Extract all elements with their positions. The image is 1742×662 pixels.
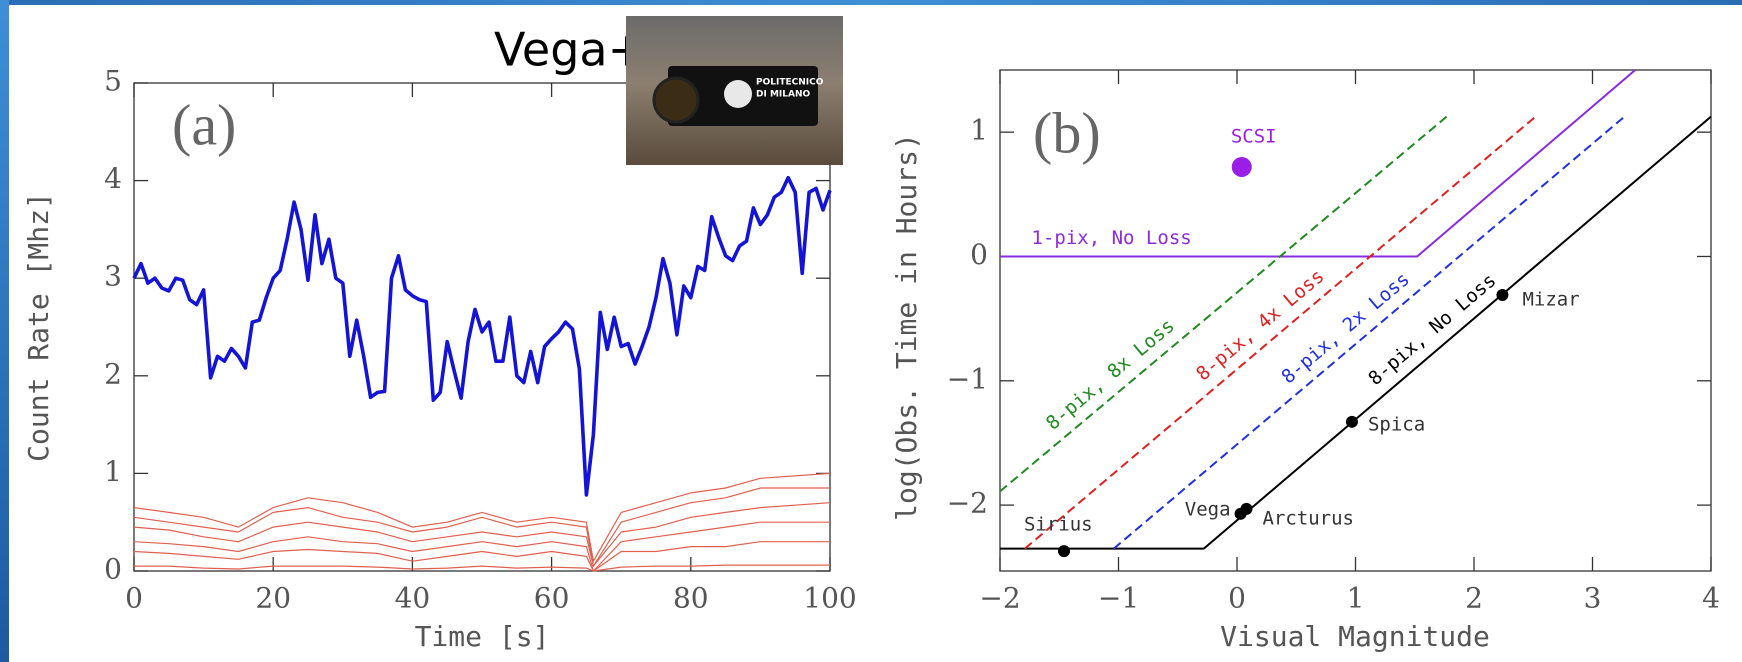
y-tick-label: 0 — [104, 553, 122, 586]
x-tick-label: 80 — [673, 582, 709, 615]
x-axis-label: Time [s] — [415, 620, 550, 653]
plot: 0 20 40 60 80 100 0 1 2 3 4 5 (a) Time [s] Count Rate … — [22, 16, 857, 653]
y-tick-label: 4 — [104, 162, 122, 195]
x-tick-label: 20 — [255, 582, 291, 615]
inset-text: POLITECNICO — [756, 78, 824, 88]
line-label: 8-pix, 8x Loss — [1042, 315, 1179, 435]
x-tick-label: 40 — [395, 582, 431, 615]
y-tick-label: 5 — [104, 65, 122, 98]
x-tick-label: 1 — [1347, 582, 1365, 615]
y-tick-label: 0 — [970, 238, 988, 271]
x-tick-label: 0 — [1228, 582, 1246, 615]
series-line — [133, 472, 831, 562]
camera-lens — [652, 76, 700, 124]
series-line — [1000, 69, 1636, 258]
series-line — [133, 521, 830, 572]
y-tick-label: −2 — [947, 487, 988, 520]
marker — [1231, 156, 1252, 177]
x-tick-label: 0 — [125, 582, 143, 615]
slide-border-left — [0, 0, 9, 662]
y-axis-label: Count Rate [Mhz] — [22, 192, 55, 462]
chart-title: Vega+ — [494, 23, 646, 77]
panel-label: (b) — [1033, 100, 1101, 165]
y-tick-label: −1 — [947, 362, 988, 395]
y-tick-label: 1 — [970, 114, 988, 147]
marker-label: Arcturus — [1262, 507, 1354, 529]
marker — [1496, 289, 1509, 302]
series-line — [132, 175, 832, 497]
x-tick-label: 100 — [803, 582, 856, 615]
marker-label: Mizar — [1522, 289, 1579, 311]
y-tick-label: 3 — [104, 260, 122, 293]
slide-border-top — [0, 0, 1742, 5]
inset-photo: POLITECNICO DI MILANO — [626, 16, 843, 165]
y-axis-label: log(Obs. Time in Hours) — [890, 133, 923, 521]
inset-text: DI MILANO — [756, 90, 810, 100]
x-tick-label: 4 — [1702, 582, 1720, 615]
series-line — [133, 487, 830, 567]
marker-label: Sirius — [1024, 514, 1093, 536]
panel-label: (a) — [172, 92, 236, 157]
x-tick-label: 60 — [534, 582, 570, 615]
marker-label: Spica — [1368, 413, 1425, 435]
series-line — [134, 564, 830, 572]
marker-label: SCSI — [1231, 125, 1277, 147]
x-tick-label: −1 — [1098, 582, 1139, 615]
x-tick-label: 2 — [1465, 582, 1483, 615]
marker — [1345, 415, 1358, 428]
series-line — [133, 541, 830, 572]
marker — [1057, 545, 1070, 558]
line-label: 1-pix, No Loss — [1032, 227, 1192, 249]
x-tick-label: 3 — [1584, 582, 1602, 615]
marker — [1240, 502, 1253, 515]
x-axis-label: Visual Magnitude — [1220, 620, 1490, 653]
marker-label: Vega — [1185, 498, 1231, 520]
logo — [724, 80, 752, 108]
series-line — [133, 502, 831, 567]
y-tick-label: 2 — [104, 357, 122, 390]
y-tick-label: 1 — [104, 455, 122, 488]
x-tick-label: −2 — [979, 582, 1020, 615]
plot-frame — [133, 82, 831, 572]
